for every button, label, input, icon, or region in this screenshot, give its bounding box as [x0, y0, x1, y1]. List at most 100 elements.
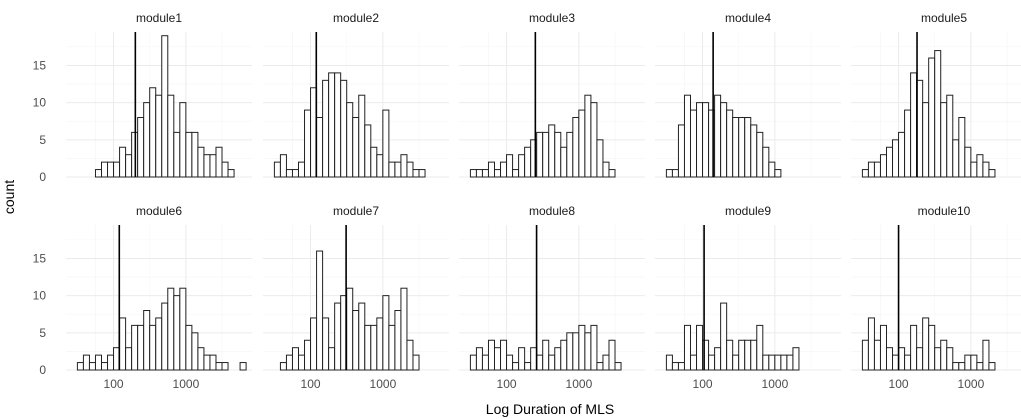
panel-module7: module7 100 1000 — [263, 204, 449, 391]
histogram-bar — [671, 362, 679, 371]
histogram-bar — [940, 102, 948, 178]
histogram-bar — [696, 102, 704, 178]
histogram-bar — [928, 324, 936, 371]
histogram-bar — [714, 94, 722, 178]
panel-module3: module3 — [459, 11, 645, 178]
y-tick-label: 10 — [33, 96, 47, 110]
histogram-bar — [469, 354, 477, 371]
histogram-bar — [119, 317, 127, 371]
x-tick-label: 1000 — [370, 377, 397, 391]
histogram-bar — [946, 94, 954, 178]
histogram-bar — [922, 102, 930, 178]
histogram-bar — [958, 362, 966, 371]
histogram-bar — [94, 354, 103, 371]
histogram-bar — [683, 324, 692, 371]
histogram-bar — [756, 131, 764, 178]
histogram-bar — [677, 362, 685, 371]
histogram-bar — [554, 347, 562, 371]
histogram-bar — [542, 131, 550, 178]
histogram-bar — [970, 354, 978, 371]
histogram-bar — [412, 354, 420, 371]
histogram-bar — [976, 154, 984, 178]
panel-module4: module4 — [655, 11, 841, 178]
panel-title: module5 — [921, 11, 967, 25]
histogram-bar — [298, 161, 306, 178]
histogram-bar — [596, 139, 604, 178]
histogram-bar — [768, 161, 776, 178]
histogram-bar — [560, 146, 568, 178]
x-tick-label: 100 — [889, 377, 909, 391]
x-tick-label: 100 — [693, 377, 713, 391]
histogram-bar — [197, 347, 205, 371]
histogram-bar — [143, 102, 151, 178]
histogram-bar — [107, 354, 115, 371]
x-tick-label: 1000 — [762, 377, 789, 391]
histogram-bar — [322, 79, 330, 178]
panel-module2: module2 — [263, 11, 449, 178]
histogram-bar — [227, 169, 235, 178]
histogram-bar — [750, 339, 758, 371]
x-tick-label: 1000 — [173, 377, 200, 391]
histogram-bar — [750, 124, 758, 178]
histogram-bar — [137, 324, 145, 371]
x-axis-title: Log Duration of MLS — [486, 401, 614, 417]
histogram-bar — [364, 324, 372, 371]
histogram-bar — [608, 169, 616, 178]
panel-title: module7 — [333, 204, 379, 218]
histogram-bar — [536, 131, 544, 178]
histogram-bar — [346, 102, 354, 178]
histogram-bar — [774, 169, 782, 178]
histogram-bar — [560, 339, 568, 371]
x-tick-label: 100 — [104, 377, 124, 391]
histogram-bar — [548, 354, 556, 371]
histogram-bar — [910, 72, 918, 178]
histogram-bar — [370, 146, 378, 178]
histogram-bar — [131, 324, 139, 371]
histogram-bar — [173, 295, 181, 371]
histogram-bar — [756, 324, 764, 371]
histogram-bar — [584, 94, 592, 178]
histogram-bar — [988, 362, 996, 371]
histogram-bar — [506, 154, 514, 178]
panel-module8: module8 100 1000 — [459, 204, 645, 391]
histogram-bar — [494, 169, 502, 178]
histogram-bar — [886, 146, 894, 178]
histogram-bar — [94, 169, 103, 178]
y-tick-label: 5 — [39, 133, 46, 147]
histogram-bar — [512, 169, 520, 178]
histogram-bar — [304, 109, 312, 178]
panel-module10: module10 100 1000 — [851, 204, 1021, 391]
histogram-bar — [394, 161, 402, 178]
histogram-bar — [316, 250, 324, 371]
histogram-bar — [780, 354, 788, 371]
panel-title: module4 — [725, 11, 771, 25]
histogram-bar — [602, 161, 610, 178]
histogram-bar — [762, 146, 770, 178]
histogram-bar — [683, 94, 692, 178]
histogram-bar — [113, 161, 121, 178]
histogram-bar — [358, 302, 366, 371]
histogram-bar — [376, 317, 384, 371]
histogram-bar — [548, 124, 556, 178]
histogram-bar — [285, 169, 293, 178]
histogram-bar — [904, 354, 912, 371]
histogram-bar — [922, 317, 930, 371]
panel-title: module3 — [529, 11, 575, 25]
histogram-bar — [221, 161, 229, 178]
x-tick-label: 1000 — [566, 377, 593, 391]
histogram-bar — [614, 362, 622, 371]
histogram-bar — [524, 362, 532, 371]
histogram-bar — [714, 347, 722, 371]
histogram-bar — [726, 339, 734, 371]
histogram-bar — [185, 324, 193, 371]
histogram-bar — [892, 139, 900, 178]
histogram-bar — [596, 362, 604, 371]
histogram-bar — [732, 117, 740, 178]
histogram-bar — [149, 87, 157, 178]
histogram-bar — [291, 347, 300, 371]
histogram-bar — [310, 317, 318, 371]
histogram-bar — [720, 302, 728, 371]
histogram-bar — [879, 154, 888, 178]
histogram-bar — [988, 169, 996, 178]
histogram-bar — [958, 117, 966, 178]
